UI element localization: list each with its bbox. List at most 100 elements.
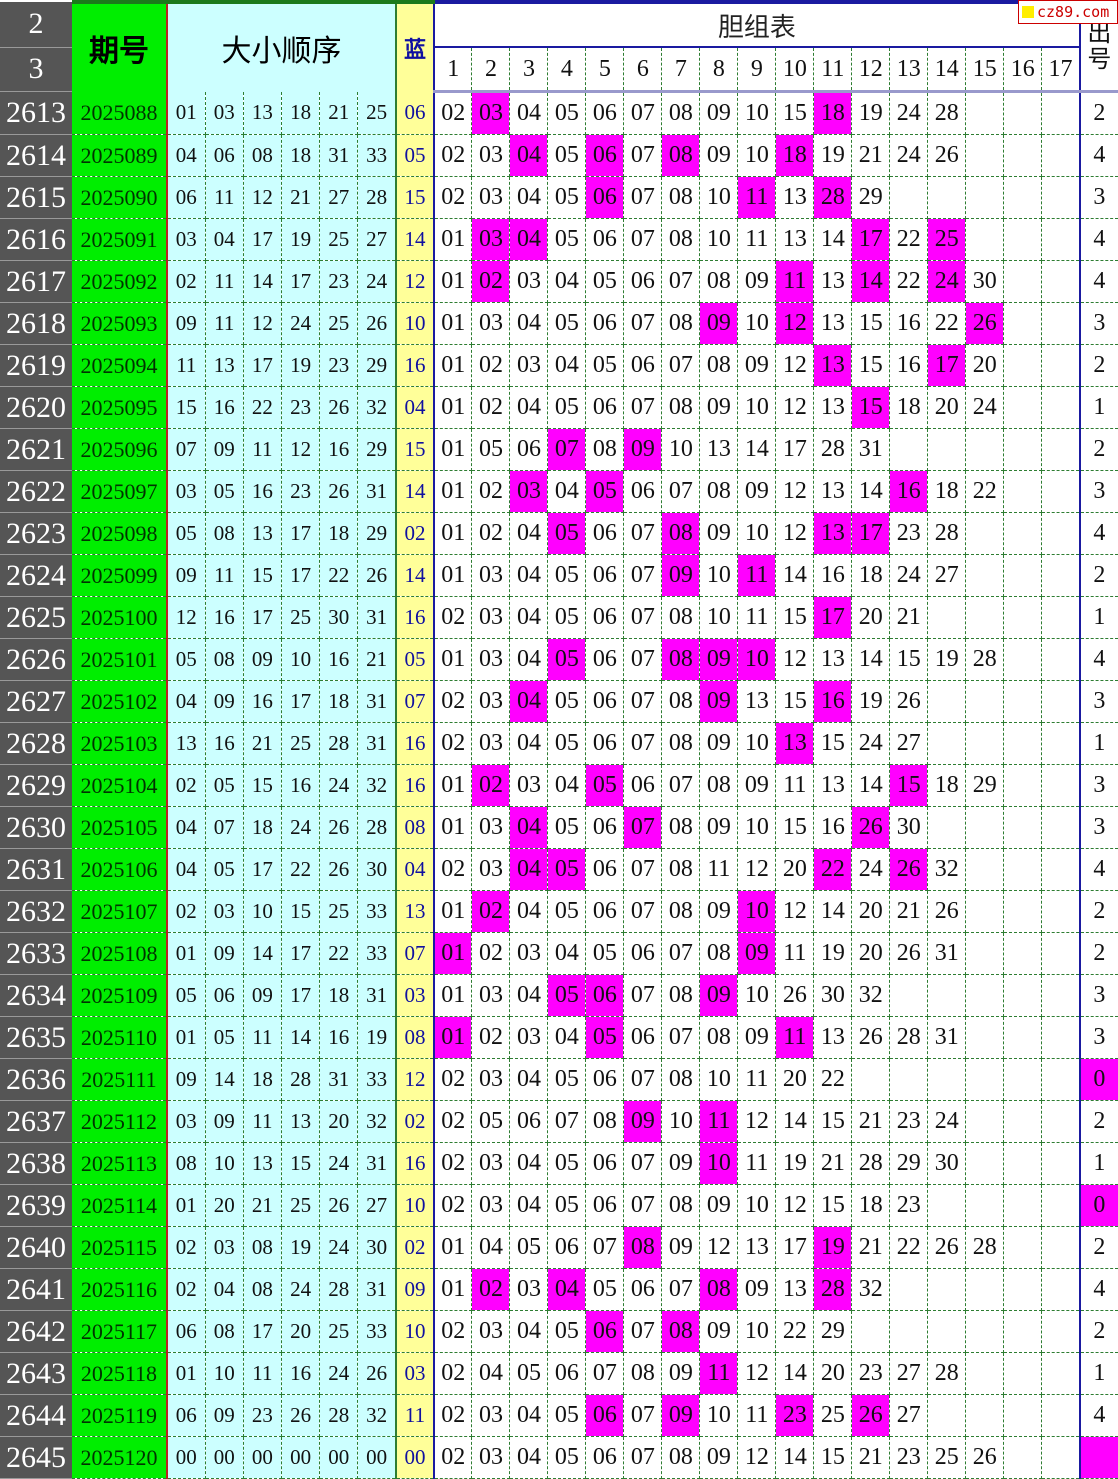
danzu-cell[interactable] <box>1041 722 1081 765</box>
danzu-cell[interactable]: 15 <box>775 680 815 723</box>
danzu-cell[interactable]: 27 <box>889 1352 929 1395</box>
red-ball-cell[interactable]: 07 <box>205 806 244 849</box>
red-ball-cell[interactable]: 13 <box>281 1100 321 1143</box>
danzu-cell[interactable]: 09 <box>699 1184 739 1227</box>
danzu-cell[interactable]: 15 <box>813 1436 853 1479</box>
red-ball-cell[interactable]: 33 <box>357 1310 397 1353</box>
danzu-cell[interactable]: 05 <box>547 722 587 765</box>
danzu-cell[interactable]: 07 <box>623 1184 663 1227</box>
hit-count-cell[interactable]: 0 <box>1078 1058 1118 1101</box>
danzu-cell[interactable]: 02 <box>471 260 511 303</box>
red-ball-cell[interactable]: 33 <box>357 1058 397 1101</box>
danzu-cell[interactable]: 02 <box>433 1352 473 1395</box>
row-number[interactable]: 2643 <box>0 1352 72 1395</box>
hit-count-cell[interactable]: 3 <box>1078 470 1118 513</box>
red-ball-cell[interactable]: 09 <box>205 428 244 471</box>
red-ball-cell[interactable]: 17 <box>243 218 282 261</box>
danzu-cell[interactable]: 05 <box>547 974 587 1017</box>
period-cell[interactable]: 2025116 <box>71 1268 168 1311</box>
danzu-cell[interactable]: 07 <box>623 974 663 1017</box>
danzu-cell[interactable]: 04 <box>509 680 549 723</box>
danzu-cell[interactable]: 15 <box>775 806 815 849</box>
red-ball-cell[interactable]: 26 <box>281 1394 321 1437</box>
red-ball-cell[interactable]: 17 <box>281 512 321 555</box>
danzu-cell[interactable] <box>927 1058 967 1101</box>
danzu-cell[interactable]: 04 <box>509 1310 549 1353</box>
red-ball-cell[interactable]: 04 <box>205 218 244 261</box>
hit-count-cell[interactable]: 3 <box>1078 680 1118 723</box>
row-number[interactable]: 2615 <box>0 176 72 219</box>
red-ball-cell[interactable]: 08 <box>205 1310 244 1353</box>
danzu-cell[interactable]: 22 <box>889 1226 929 1269</box>
danzu-cell[interactable]: 08 <box>585 428 625 471</box>
red-ball-cell[interactable]: 28 <box>319 722 359 765</box>
blue-ball-cell[interactable]: 08 <box>395 1016 435 1059</box>
danzu-cell[interactable]: 01 <box>433 302 473 345</box>
danzu-cell[interactable]: 03 <box>471 806 511 849</box>
red-ball-cell[interactable]: 33 <box>357 134 397 177</box>
blue-ball-cell[interactable]: 16 <box>395 344 435 387</box>
hit-count-cell[interactable]: 4 <box>1078 218 1118 261</box>
row-number[interactable]: 2633 <box>0 932 72 975</box>
danzu-cell[interactable] <box>1041 1352 1081 1395</box>
danzu-cell[interactable]: 09 <box>699 302 739 345</box>
danzu-cell[interactable]: 19 <box>775 1142 815 1185</box>
danzu-cell[interactable] <box>1041 848 1081 891</box>
danzu-cell[interactable] <box>1003 1268 1043 1311</box>
red-ball-cell[interactable]: 19 <box>357 1016 397 1059</box>
row-number[interactable]: 2617 <box>0 260 72 303</box>
hit-count-cell[interactable]: 3 <box>1078 806 1118 849</box>
danzu-cell[interactable] <box>965 806 1005 849</box>
period-cell[interactable]: 2025099 <box>71 554 168 597</box>
danzu-cell[interactable]: 13 <box>775 176 815 219</box>
hit-count-cell[interactable]: 1 <box>1078 386 1118 429</box>
red-ball-cell[interactable]: 16 <box>205 722 244 765</box>
red-ball-cell[interactable]: 09 <box>166 1058 206 1101</box>
red-ball-cell[interactable]: 33 <box>357 932 397 975</box>
danzu-cell[interactable]: 09 <box>661 1226 701 1269</box>
red-ball-cell[interactable]: 22 <box>243 386 282 429</box>
danzu-cell[interactable]: 04 <box>509 638 549 681</box>
period-cell[interactable]: 2025090 <box>71 176 168 219</box>
row-number[interactable]: 2621 <box>0 428 72 471</box>
danzu-cell[interactable]: 02 <box>471 386 511 429</box>
red-ball-cell[interactable]: 13 <box>243 512 282 555</box>
period-cell[interactable]: 2025118 <box>71 1352 168 1395</box>
danzu-cell[interactable] <box>927 1394 967 1437</box>
red-ball-cell[interactable]: 13 <box>166 722 206 765</box>
danzu-cell[interactable] <box>1003 974 1043 1017</box>
danzu-cell[interactable]: 26 <box>775 974 815 1017</box>
red-ball-cell[interactable]: 27 <box>357 218 397 261</box>
danzu-cell[interactable]: 10 <box>737 722 777 765</box>
red-ball-cell[interactable]: 21 <box>319 91 359 135</box>
danzu-cell[interactable]: 11 <box>737 554 777 597</box>
danzu-cell[interactable]: 01 <box>433 974 473 1017</box>
danzu-cell[interactable]: 08 <box>661 134 701 177</box>
danzu-cell[interactable]: 01 <box>433 260 473 303</box>
red-ball-cell[interactable]: 32 <box>357 1394 397 1437</box>
danzu-cell[interactable]: 02 <box>433 1100 473 1143</box>
danzu-cell[interactable]: 10 <box>699 1394 739 1437</box>
danzu-cell[interactable]: 14 <box>775 1436 815 1479</box>
danzu-cell[interactable] <box>927 1184 967 1227</box>
danzu-cell[interactable] <box>851 1310 891 1353</box>
danzu-cell[interactable]: 12 <box>737 1436 777 1479</box>
danzu-cell[interactable]: 16 <box>813 680 853 723</box>
red-ball-cell[interactable]: 08 <box>243 1268 282 1311</box>
danzu-cell[interactable]: 07 <box>585 1352 625 1395</box>
blue-ball-cell[interactable]: 03 <box>395 1352 435 1395</box>
danzu-cell[interactable]: 20 <box>965 344 1005 387</box>
danzu-cell[interactable]: 17 <box>775 428 815 471</box>
danzu-cell[interactable]: 03 <box>471 596 511 639</box>
danzu-cell[interactable] <box>1041 386 1081 429</box>
danzu-cell[interactable]: 23 <box>851 1352 891 1395</box>
danzu-cell[interactable]: 10 <box>699 218 739 261</box>
red-ball-cell[interactable]: 28 <box>319 1394 359 1437</box>
danzu-cell[interactable]: 08 <box>623 1226 663 1269</box>
danzu-cell[interactable]: 12 <box>775 512 815 555</box>
red-ball-cell[interactable]: 06 <box>205 134 244 177</box>
danzu-cell[interactable]: 06 <box>585 1394 625 1437</box>
red-ball-cell[interactable]: 22 <box>319 932 359 975</box>
danzu-cell[interactable] <box>1041 512 1081 555</box>
danzu-cell[interactable]: 01 <box>433 638 473 681</box>
